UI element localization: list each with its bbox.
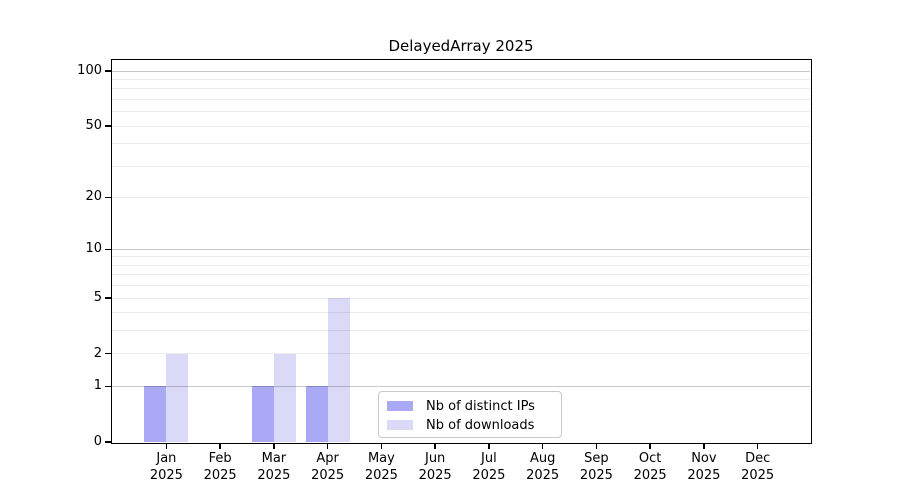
y-tick-label-2: 2 — [93, 345, 102, 361]
gridline-minor-2 — [112, 353, 810, 355]
x-tick-aug — [541, 443, 544, 449]
legend-item-downloads: Nb of downloads — [379, 416, 561, 435]
x-tick-may — [380, 443, 383, 449]
gridline-minor-8 — [112, 264, 810, 266]
bar-downloads-jan — [166, 353, 189, 442]
gridline-minor-3 — [112, 330, 810, 332]
y-tick-1 — [105, 385, 111, 388]
y-tick-0 — [105, 441, 111, 443]
bar-distinct-ips-mar — [251, 386, 274, 442]
x-tick-label-mar: Mar 2025 — [257, 451, 291, 483]
gridline-minor-5 — [112, 297, 810, 299]
bars-layer — [112, 60, 810, 442]
x-tick-label-dec: Dec 2025 — [741, 451, 775, 483]
gridline-minor-80 — [112, 88, 810, 90]
gridline-minor-70 — [112, 98, 810, 100]
x-tick-label-apr: Apr 2025 — [311, 451, 345, 483]
x-tick-label-oct: Oct 2025 — [633, 451, 667, 483]
gridline-minor-20 — [112, 196, 810, 198]
gridline-minor-9 — [112, 256, 810, 258]
bar-downloads-apr — [327, 298, 350, 442]
gridline-minor-90 — [112, 79, 810, 80]
y-tick-100 — [105, 70, 111, 72]
x-tick-mar — [273, 443, 275, 449]
gridline-major-1 — [112, 385, 810, 387]
x-tick-label-sep: Sep 2025 — [579, 451, 613, 483]
bar-distinct-ips-jan — [144, 386, 167, 442]
x-tick-apr — [326, 443, 329, 449]
bar-distinct-ips-apr — [305, 386, 328, 442]
legend: Nb of distinct IPs Nb of downloads — [378, 391, 562, 438]
legend-label-distinct-ips: Nb of distinct IPs — [426, 399, 535, 414]
x-tick-label-aug: Aug 2025 — [526, 451, 560, 483]
y-tick-label-0: 0 — [93, 434, 102, 449]
x-tick-label-feb: Feb 2025 — [203, 451, 237, 483]
y-tick-label-100: 100 — [77, 63, 102, 79]
gridline-minor-50 — [112, 125, 810, 127]
gridline-minor-4 — [112, 312, 810, 314]
x-tick-label-jun: Jun 2025 — [418, 451, 452, 483]
x-tick-nov — [703, 443, 705, 449]
legend-label-downloads: Nb of downloads — [426, 418, 535, 433]
x-tick-jun — [434, 443, 436, 449]
x-tick-jul — [488, 443, 490, 449]
x-tick-dec — [756, 443, 759, 449]
legend-item-distinct-ips: Nb of distinct IPs — [379, 397, 561, 416]
y-tick-5 — [105, 297, 111, 299]
x-tick-label-jul: Jul 2025 — [472, 451, 506, 483]
x-tick-label-nov: Nov 2025 — [687, 451, 721, 483]
plot-area: 0 1 2 5 10 20 50 100 Jan 2025 Feb 2025 Mar 2025 Apr… — [77, 58, 812, 483]
y-tick-50 — [105, 125, 111, 127]
x-tick-feb — [219, 443, 221, 449]
x-tick-label-may: May 2025 — [364, 451, 398, 483]
x-tick-jan — [165, 443, 168, 449]
y-tick-2 — [105, 352, 111, 355]
legend-swatch-downloads — [387, 420, 413, 430]
y-tick-10 — [105, 248, 111, 251]
gridline-major-100 — [112, 70, 810, 72]
x-tick-label-jan: Jan 2025 — [149, 451, 183, 483]
y-tick-label-10: 10 — [85, 241, 102, 257]
chart-title: DelayedArray 2025 — [388, 37, 534, 55]
y-tick-label-50: 50 — [85, 118, 102, 134]
x-tick-sep — [595, 443, 598, 449]
gridline-minor-60 — [112, 111, 810, 113]
legend-swatch-distinct-ips — [387, 401, 413, 411]
grid-layer — [112, 60, 810, 442]
y-tick-label-20: 20 — [85, 189, 102, 205]
x-tick-oct — [649, 443, 651, 449]
gridline-minor-6 — [112, 285, 810, 287]
axes-layer: 0 1 2 5 10 20 50 100 Jan 2025 Feb 2025 Mar 2025 Apr… — [77, 60, 810, 483]
gridline-minor-7 — [112, 274, 810, 276]
gridline-major-10 — [112, 248, 810, 250]
gridline-minor-30 — [112, 165, 810, 167]
y-tick-20 — [105, 196, 111, 199]
y-tick-label-5: 5 — [93, 290, 102, 305]
bar-downloads-mar — [273, 353, 296, 442]
y-tick-label-1: 1 — [93, 378, 102, 394]
gridline-minor-40 — [112, 143, 810, 145]
